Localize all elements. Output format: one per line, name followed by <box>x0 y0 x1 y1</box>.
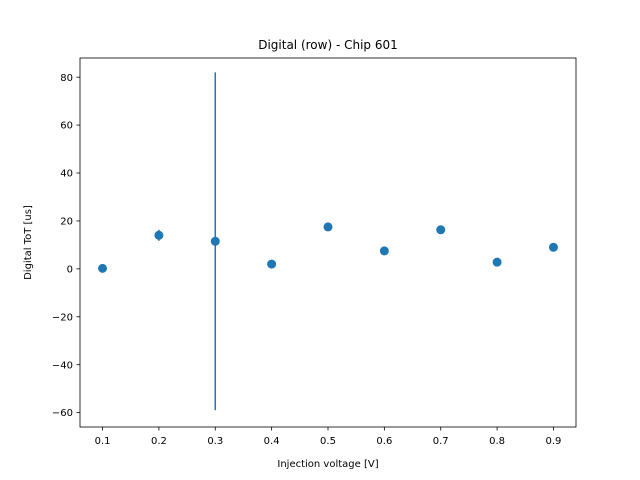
x-tick-label: 0.6 <box>376 436 392 447</box>
data-point <box>436 225 446 235</box>
data-point <box>492 257 502 267</box>
y-axis: −60 −40 −20 0 20 40 60 80 <box>52 73 80 419</box>
data-point <box>267 259 277 269</box>
x-tick-label: 0.9 <box>546 436 562 447</box>
plot-frame <box>79 57 577 428</box>
plot-area <box>98 72 558 411</box>
x-tick-label: 0.7 <box>433 436 449 447</box>
y-tick-label: 20 <box>60 217 73 228</box>
x-axis-label: Injection voltage [V] <box>277 459 378 470</box>
data-point <box>323 222 333 232</box>
data-point <box>548 242 558 252</box>
x-tick-label: 0.5 <box>320 436 336 447</box>
y-tick-label: −60 <box>52 408 73 419</box>
x-tick-label: 0.1 <box>95 436 111 447</box>
data-point <box>379 246 389 256</box>
data-point <box>154 230 164 240</box>
y-tick-label: −20 <box>52 312 73 323</box>
y-axis-label: Digital ToT [us] <box>23 205 34 280</box>
x-axis: 0.1 0.2 0.3 0.4 0.5 0.6 0.7 0.8 0.9 <box>95 427 562 447</box>
y-tick-label: −40 <box>52 360 73 371</box>
x-tick-label: 0.8 <box>489 436 505 447</box>
y-tick-label: 60 <box>60 121 73 132</box>
x-tick-label: 0.3 <box>207 436 223 447</box>
y-tick-label: 80 <box>60 73 73 84</box>
data-point <box>98 263 108 273</box>
chart-title: Digital (row) - Chip 601 <box>258 38 398 52</box>
data-point <box>210 236 220 246</box>
x-tick-label: 0.2 <box>151 436 167 447</box>
y-tick-label: 40 <box>60 169 73 180</box>
x-tick-label: 0.4 <box>264 436 280 447</box>
y-tick-label: 0 <box>67 264 73 275</box>
